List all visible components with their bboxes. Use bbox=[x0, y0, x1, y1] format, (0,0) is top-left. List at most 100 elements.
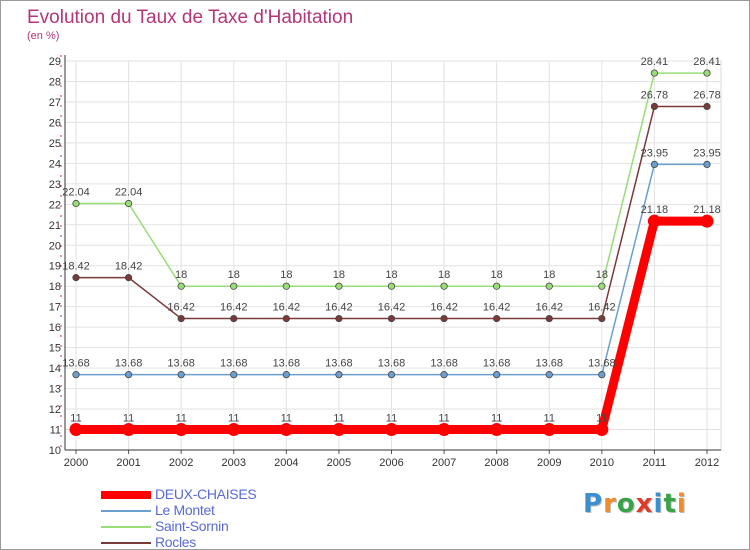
legend-label: DEUX-CHAISES bbox=[155, 486, 257, 502]
data-label: 21.18 bbox=[641, 204, 669, 216]
data-label: 13.68 bbox=[430, 358, 458, 370]
data-label: 28.41 bbox=[693, 56, 721, 68]
data-label: 11 bbox=[491, 413, 502, 425]
data-point bbox=[545, 371, 553, 379]
y-tick-label: 27 bbox=[49, 97, 61, 109]
data-point bbox=[230, 371, 238, 379]
x-tick-label: 2008 bbox=[484, 457, 508, 469]
data-point bbox=[440, 371, 448, 379]
data-label: 18 bbox=[333, 269, 345, 281]
data-point bbox=[279, 423, 293, 437]
y-tick-label: 16 bbox=[49, 322, 61, 334]
y-tick-label: 21 bbox=[49, 220, 61, 232]
data-point bbox=[437, 423, 451, 437]
x-tick-label: 2007 bbox=[432, 457, 456, 469]
data-label: 13.68 bbox=[167, 358, 195, 370]
y-tick-label: 13 bbox=[49, 384, 61, 396]
data-label: 16.42 bbox=[167, 302, 195, 314]
data-point bbox=[335, 282, 343, 290]
data-label: 11 bbox=[281, 413, 292, 425]
data-label: 18 bbox=[491, 269, 503, 281]
y-tick-label: 20 bbox=[49, 240, 61, 252]
data-label: 11 bbox=[228, 413, 239, 425]
data-point bbox=[493, 282, 501, 290]
data-point bbox=[647, 214, 661, 228]
y-tick-label: 12 bbox=[49, 404, 61, 416]
data-label: 23.95 bbox=[641, 147, 669, 159]
data-point bbox=[650, 102, 659, 111]
plot-area bbox=[64, 60, 722, 451]
data-point bbox=[124, 274, 133, 282]
y-tick-label: 23 bbox=[49, 179, 61, 191]
data-point bbox=[440, 314, 448, 323]
data-label: 18 bbox=[228, 269, 240, 281]
x-tick-label: 2011 bbox=[643, 457, 667, 469]
data-label: 26.78 bbox=[693, 89, 721, 101]
data-point bbox=[230, 282, 238, 290]
x-tick-label: 2012 bbox=[695, 457, 719, 469]
data-point bbox=[700, 214, 714, 228]
x-tick-label: 2006 bbox=[379, 457, 403, 469]
data-point bbox=[69, 423, 83, 437]
y-tick-label: 19 bbox=[49, 261, 61, 273]
chart-subtitle: (en %) bbox=[27, 30, 60, 42]
data-label: 11 bbox=[70, 413, 81, 425]
data-label: 13.68 bbox=[220, 358, 248, 370]
data-point bbox=[332, 423, 346, 437]
data-label: 13.68 bbox=[273, 358, 301, 370]
data-label: 18 bbox=[543, 269, 555, 281]
y-tick-label: 25 bbox=[49, 138, 61, 150]
data-label: 22.04 bbox=[62, 186, 90, 198]
y-tick-label: 24 bbox=[49, 158, 61, 170]
y-tick-label: 28 bbox=[49, 76, 61, 88]
legend-swatch bbox=[101, 526, 151, 528]
data-label: 16.42 bbox=[535, 302, 563, 314]
data-point bbox=[177, 282, 185, 290]
x-tick-label: 2002 bbox=[169, 457, 193, 469]
data-point bbox=[174, 423, 188, 437]
legend-swatch bbox=[101, 542, 151, 544]
data-label: 23.95 bbox=[693, 147, 721, 159]
data-label: 16.42 bbox=[483, 302, 511, 314]
data-point bbox=[385, 423, 398, 437]
data-label: 13.68 bbox=[588, 358, 616, 370]
data-point bbox=[545, 314, 553, 323]
data-label: 16.42 bbox=[325, 302, 353, 314]
y-tick-label: 29 bbox=[49, 56, 61, 68]
data-point bbox=[230, 314, 238, 323]
y-tick-label: 17 bbox=[49, 302, 61, 314]
x-tick-label: 2005 bbox=[327, 457, 351, 469]
data-point bbox=[72, 274, 80, 282]
data-point bbox=[595, 423, 609, 437]
data-point bbox=[122, 423, 136, 437]
data-point bbox=[490, 423, 504, 437]
data-label: 18 bbox=[385, 269, 397, 281]
data-point bbox=[124, 199, 133, 208]
data-label: 11 bbox=[123, 413, 134, 425]
data-label: 16.42 bbox=[588, 302, 616, 314]
data-label: 18.42 bbox=[115, 261, 143, 273]
data-label: 21.18 bbox=[693, 204, 721, 216]
data-label: 11 bbox=[386, 413, 397, 425]
data-point bbox=[545, 282, 553, 290]
data-point bbox=[598, 314, 606, 323]
data-label: 13.68 bbox=[483, 358, 511, 370]
y-tick-label: 22 bbox=[49, 199, 61, 211]
data-label: 11 bbox=[438, 413, 449, 425]
data-label: 13.68 bbox=[62, 358, 90, 370]
data-label: 18 bbox=[175, 269, 187, 281]
y-tick-label: 26 bbox=[49, 117, 61, 129]
data-point bbox=[440, 282, 448, 290]
data-point bbox=[335, 314, 343, 323]
data-point bbox=[387, 282, 396, 290]
data-label: 26.78 bbox=[641, 89, 669, 101]
chart-title: Evolution du Taux de Taxe d'Habitation bbox=[27, 7, 354, 28]
x-tick-label: 2003 bbox=[222, 457, 246, 469]
data-point bbox=[387, 314, 396, 323]
x-tick-label: 2001 bbox=[116, 457, 140, 469]
data-point bbox=[542, 423, 556, 437]
data-label: 11 bbox=[596, 413, 607, 425]
data-point bbox=[650, 69, 659, 77]
data-point bbox=[493, 314, 501, 323]
